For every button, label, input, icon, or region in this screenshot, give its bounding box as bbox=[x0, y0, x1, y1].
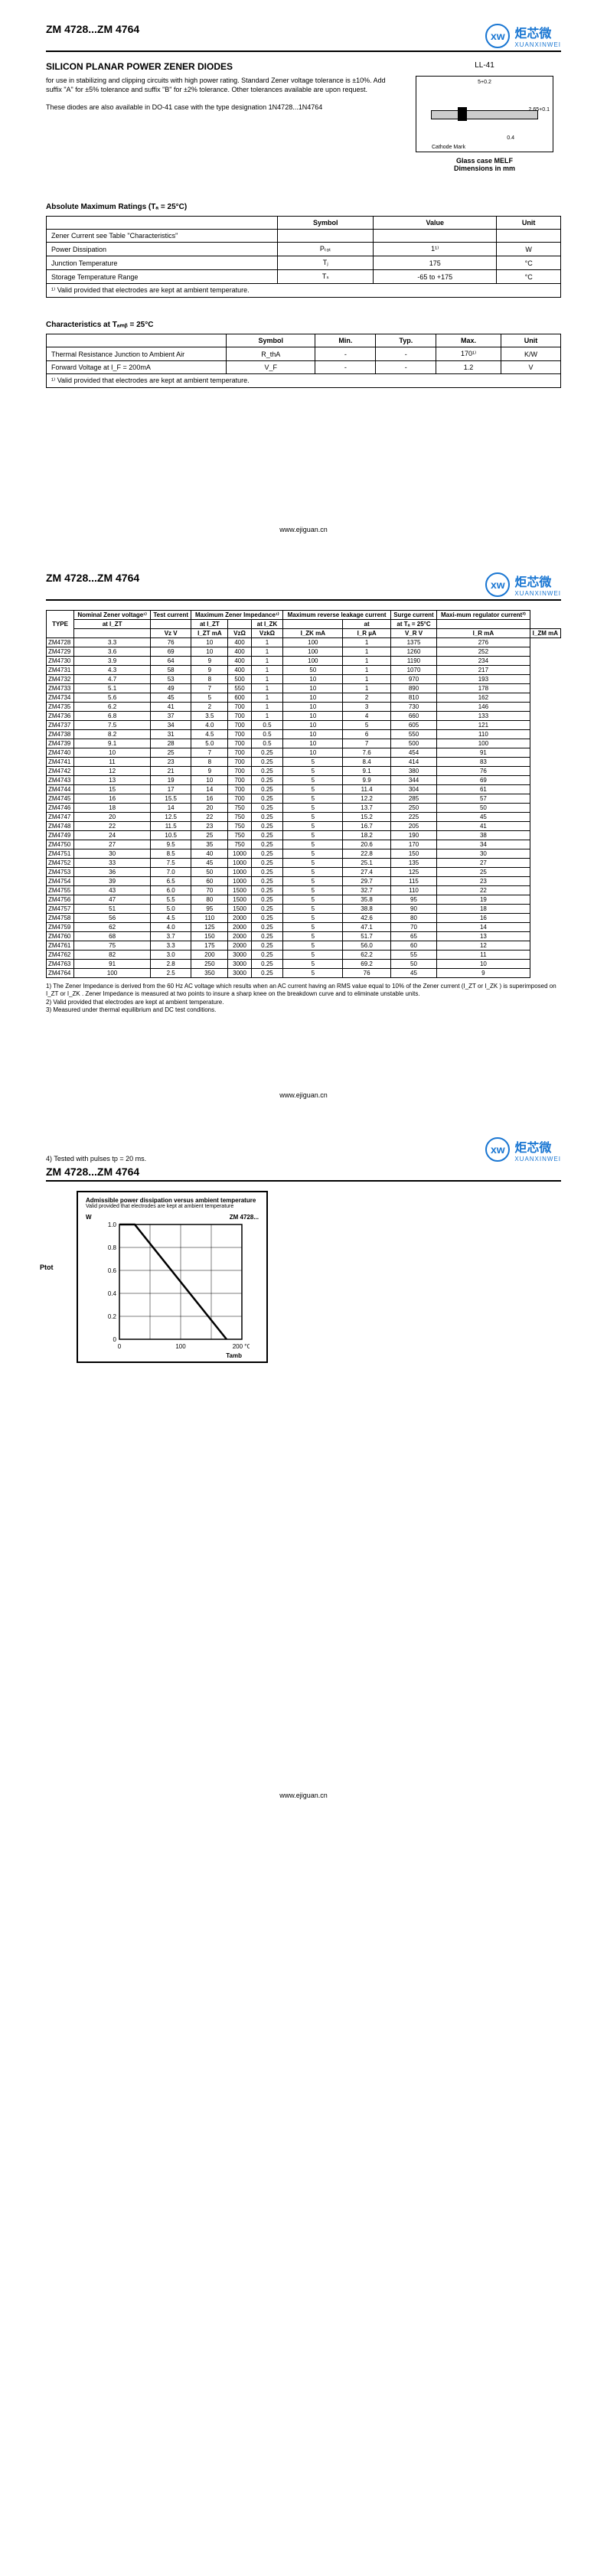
main-characteristics-table: TYPENominal Zener voltage¹⁾Test currentM… bbox=[46, 610, 561, 978]
svg-text:0: 0 bbox=[118, 1343, 122, 1350]
footer-1: www.ejiguan.cn bbox=[46, 526, 561, 533]
logo-en: XUANXINWEI bbox=[514, 41, 561, 48]
svg-text:Tamb: Tamb bbox=[226, 1352, 242, 1358]
chart-sub: Valid provided that electrodes are kept … bbox=[86, 1204, 259, 1209]
chart-title: Admissible power dissipation versus ambi… bbox=[86, 1197, 259, 1204]
svg-text:100: 100 bbox=[175, 1343, 186, 1350]
chart-area: 1.0 0.8 0.6 0.4 0.2 00 100 200 °C Tamb bbox=[96, 1221, 250, 1358]
note-4: 4) Tested with pulses tp = 20 ms. bbox=[46, 1155, 146, 1162]
ptot-label: Ptot bbox=[40, 1264, 54, 1271]
page-2: ZM 4728...ZM 4764 xw 炬芯微 XUANXINWEI TYPE… bbox=[0, 549, 607, 1114]
table-notes: 1) The Zener Impedance is derived from t… bbox=[46, 983, 561, 1015]
desc-2: These diodes are also available in DO-41… bbox=[46, 103, 393, 112]
svg-text:200 °C: 200 °C bbox=[233, 1343, 250, 1350]
svg-text:0.6: 0.6 bbox=[108, 1267, 117, 1274]
page-3: 4) Tested with pulses tp = 20 ms. xw 炬芯微… bbox=[0, 1114, 607, 1815]
pkg-caption-2: Dimensions in mm bbox=[408, 165, 561, 172]
package-diagram: 5+0.2 2.65+0.1 0.4 Cathode Mark bbox=[416, 76, 553, 152]
dissipation-chart: Admissible power dissipation versus ambi… bbox=[77, 1191, 268, 1363]
top-section: SILICON PLANAR POWER ZENER DIODES for us… bbox=[46, 61, 561, 172]
svg-text:0.4: 0.4 bbox=[108, 1290, 117, 1297]
page-1: ZM 4728...ZM 4764 xw 炬芯微 XUANXINWEI SILI… bbox=[0, 0, 607, 549]
company-logo-2: xw 炬芯微 XUANXINWEI bbox=[485, 572, 561, 597]
page-header: ZM 4728...ZM 4764 xw 炬芯微 XUANXINWEI bbox=[46, 23, 561, 52]
pkg-caption-1: Glass case MELF bbox=[408, 157, 561, 165]
part-number-3: ZM 4728...ZM 4764 bbox=[46, 1166, 139, 1178]
chars-table: SymbolMin.Typ.Max.UnitThermal Resistance… bbox=[46, 334, 561, 388]
page-header-2: ZM 4728...ZM 4764 xw 炬芯微 XUANXINWEI bbox=[46, 572, 561, 601]
footer-2: www.ejiguan.cn bbox=[46, 1091, 561, 1099]
svg-text:1.0: 1.0 bbox=[108, 1221, 117, 1228]
absmax-title: Absolute Maximum Ratings (Tₐ = 25°C) bbox=[46, 203, 561, 211]
company-logo-3: xw 炬芯微 XUANXINWEI bbox=[485, 1137, 561, 1162]
absmax-table: SymbolValueUnitZener Current see Table "… bbox=[46, 216, 561, 298]
logo-cn: 炬芯微 bbox=[514, 23, 561, 41]
part-number-2: ZM 4728...ZM 4764 bbox=[46, 572, 139, 584]
svg-text:0.2: 0.2 bbox=[108, 1313, 117, 1320]
desc-1: for use in stabilizing and clipping circ… bbox=[46, 77, 393, 94]
chars-title: Characteristics at Tₐₘᵦ = 25°C bbox=[46, 321, 561, 329]
footer-3: www.ejiguan.cn bbox=[46, 1792, 561, 1799]
logo-icon: xw bbox=[485, 24, 510, 48]
part-number: ZM 4728...ZM 4764 bbox=[46, 23, 139, 35]
doc-title: SILICON PLANAR POWER ZENER DIODES bbox=[46, 61, 393, 72]
svg-text:0.8: 0.8 bbox=[108, 1244, 117, 1251]
company-logo: xw 炬芯微 XUANXINWEI bbox=[485, 23, 561, 48]
pkg-label: LL-41 bbox=[408, 61, 561, 70]
svg-text:0: 0 bbox=[113, 1336, 117, 1343]
